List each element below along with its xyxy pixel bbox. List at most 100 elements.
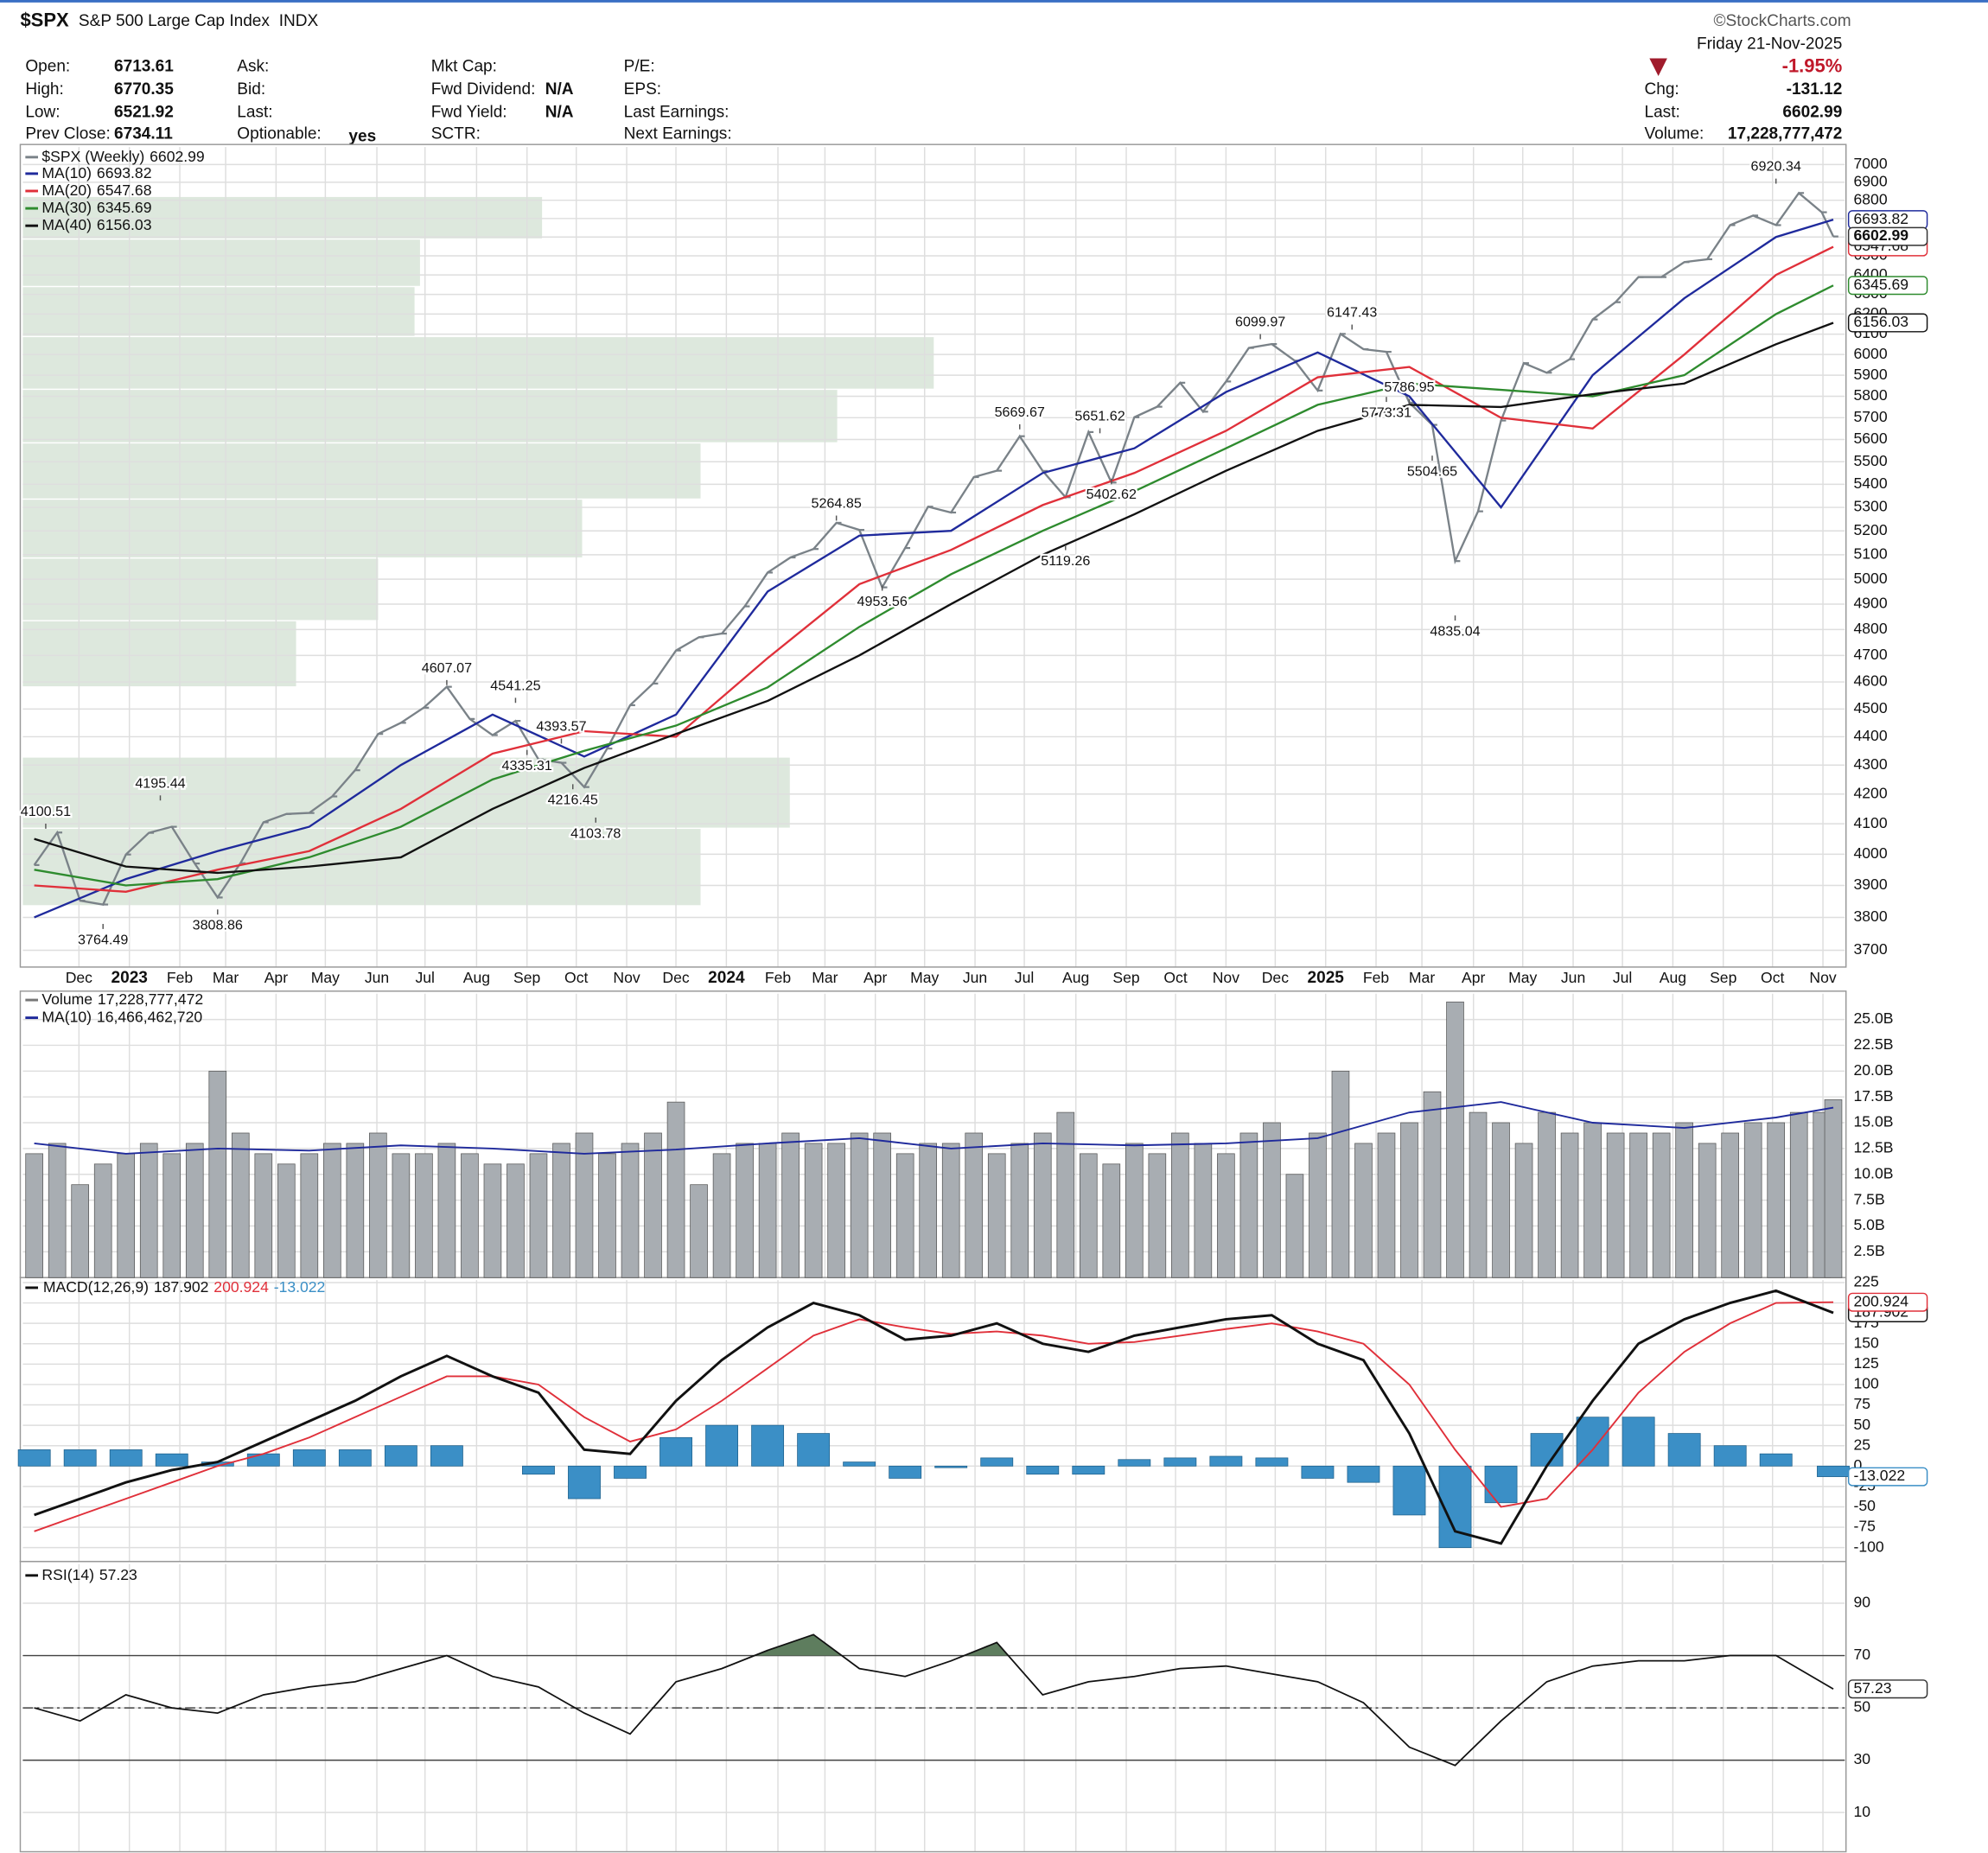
volume-bar [712,1153,731,1278]
volume-bar [392,1153,411,1278]
y-tick-label: -75 [1854,1518,1876,1535]
volume-bar [1331,1070,1350,1278]
y-tick-label: 4500 [1854,699,1888,716]
y-tick-label: 3800 [1854,907,1888,925]
volume-bar [1079,1153,1098,1278]
y-tick-label: 5400 [1854,474,1888,492]
summary-value: 17,228,777,472 [1728,124,1842,143]
price-annotation: 4607.07 [422,660,472,676]
volume-bar [1652,1132,1671,1278]
x-tick-label: 2023 [112,969,148,987]
y-tick-label: 0 [1854,1456,1863,1474]
volume-bar [1217,1153,1235,1278]
x-tick-label: 2024 [708,969,745,987]
legend-name: $SPX (Weekly) [41,147,144,164]
volume-bar [1514,1143,1533,1278]
y-tick-label: 4800 [1854,620,1888,637]
y-tick-label: 5300 [1854,498,1888,515]
y-tick-label: 6800 [1854,190,1888,207]
y-tick-label: 30 [1854,1750,1871,1767]
moving-average-line [34,284,1834,887]
field-label: Fwd Yield: [431,104,507,122]
volume-bar [254,1153,273,1278]
legend-value: 16,466,462,720 [97,1008,202,1025]
badge-box [1847,1292,1928,1312]
volume-bar [1721,1132,1739,1278]
legend-value: 200.924 [213,1278,269,1296]
x-tick-label: Nov [1809,969,1836,986]
volume-bar [1423,1091,1442,1278]
legend-name: RSI(14) [41,1565,94,1582]
price-annotation: 4195.44 [135,775,185,791]
ma-badge: 6345.69 [1847,276,1928,296]
date: Friday 21-Nov-2025 [1697,35,1842,53]
macd-histogram-bar [522,1465,555,1475]
badge-value: 200.924 [1854,1292,1909,1309]
macd-histogram-bar [659,1436,692,1467]
volume-by-price-bar [22,443,701,499]
volume-bar [1400,1122,1418,1278]
summary-value: -131.12 [1787,80,1843,99]
volume-bar [93,1163,112,1278]
badge-box [1847,1467,1928,1487]
field-label: Prev Close: [25,124,110,143]
down-arrow [1649,58,1667,76]
y-tick-label: 20.0B [1854,1061,1894,1079]
price-annotation: 4216.45 [548,793,598,808]
y-tick-label: -50 [1854,1497,1876,1514]
legend-name: MA(10) [41,164,92,181]
price-annotation: 4953.56 [857,594,908,609]
rsi-line [34,1633,1834,1767]
price-annotation: 4103.78 [570,825,621,841]
field-label: High: [25,80,63,99]
y-tick-label: 4000 [1854,844,1888,862]
volume-bar [162,1153,182,1278]
field-value: 6734.11 [114,124,173,143]
volume-bar [987,1153,1006,1278]
macd-badge: -13.022 [1847,1467,1928,1487]
volume-bar [208,1070,227,1278]
summary-label: Chg: [1644,80,1679,99]
moving-average-line [34,219,1834,919]
badge-box [1847,226,1928,246]
y-tick-label: 5100 [1854,545,1888,563]
volume-bar [277,1163,296,1278]
macd-histogram-bar [1301,1465,1335,1479]
volume-bar [552,1143,570,1278]
field-label: Low: [25,104,60,122]
macd-histogram-bar [1484,1465,1518,1504]
macd-legend: MACD(12,26,9) 187.902 200.924 -13.022 [43,1278,325,1296]
volume-bar [621,1143,640,1278]
panel-frame [19,1560,1847,1853]
y-tick-label: 4700 [1854,646,1888,663]
price-annotation: 4335.31 [502,758,552,774]
x-tick-label: Sep [1710,969,1737,986]
badge-value: 6345.69 [1854,276,1909,293]
legend-value: -13.022 [274,1278,326,1296]
volume-bar [1560,1132,1579,1278]
volume-bar [437,1143,456,1278]
volume-bar [507,1163,525,1278]
volume-bar [690,1184,708,1278]
price-annotation: 6099.97 [1235,315,1285,330]
volume-bar [1469,1111,1488,1278]
y-tick-label: 5800 [1854,386,1888,404]
price-annotation: 5773.31 [1361,405,1411,421]
legend-value: 6345.69 [97,199,152,216]
legend-name: MA(20) [41,181,92,199]
y-tick-label: 7.5B [1854,1190,1885,1207]
x-tick-label: Feb [765,969,792,986]
x-tick-label: Dec [66,969,92,986]
y-tick-label: 5000 [1854,570,1888,587]
x-tick-label: May [910,969,939,986]
field-value: yes [348,127,376,145]
volume-bar [1743,1122,1762,1278]
y-tick-label: 6900 [1854,172,1888,189]
volume-bar [575,1132,594,1278]
legend-name: MA(30) [41,199,92,216]
moving-average-line [34,322,1834,875]
legend-name: MA(40) [41,216,92,233]
volume-bar [919,1143,938,1278]
